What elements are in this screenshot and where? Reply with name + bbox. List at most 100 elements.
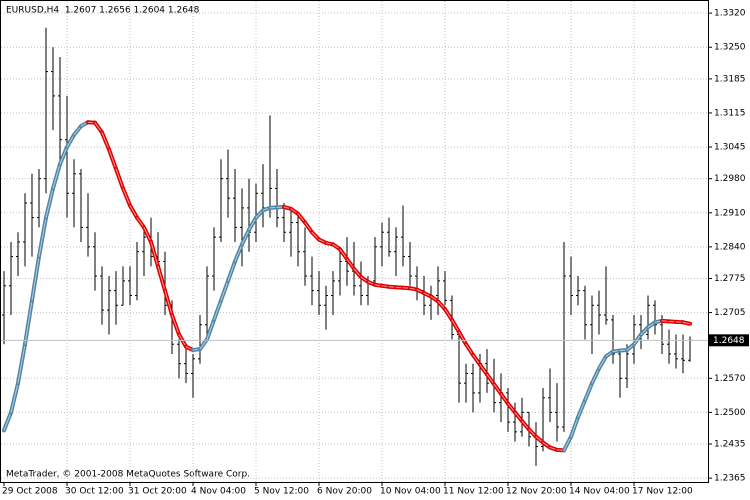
- indicator-inner: [59, 146, 68, 165]
- indicator-inner: [101, 131, 110, 150]
- indicator-segment: [163, 288, 174, 318]
- indicator-inner: [45, 187, 54, 219]
- indicator-inner: [17, 343, 26, 384]
- indicator-inner: [227, 260, 236, 282]
- indicator-inner: [584, 382, 593, 401]
- x-tick-label: 29 Oct 2008: [2, 487, 58, 497]
- indicator-segment: [240, 227, 251, 247]
- indicator-inner: [164, 290, 173, 316]
- indicator-inner: [570, 416, 579, 438]
- indicator-inner: [206, 319, 215, 340]
- indicator-segment: [2, 410, 13, 433]
- indicator-segment: [576, 398, 587, 420]
- indicator-segment: [114, 166, 125, 191]
- x-tick-label: 10 Nov 04:00: [380, 487, 441, 497]
- indicator-segment: [583, 381, 594, 403]
- indicator-segment: [128, 203, 139, 220]
- indicator-segment: [30, 254, 41, 303]
- plot-area: [0, 0, 709, 483]
- x-tick-label: 30 Oct 12:00: [65, 487, 124, 497]
- x-tick-label: 11 Nov 12:00: [443, 487, 504, 497]
- indicator-inner: [38, 217, 47, 258]
- indicator-segment: [16, 342, 27, 386]
- indicator-inner: [31, 256, 40, 301]
- indicator-segment: [58, 145, 69, 167]
- indicator-segment: [450, 317, 461, 335]
- y-tick-label: 1.2980: [714, 174, 746, 184]
- indicator-segment: [44, 186, 55, 220]
- indicator-inner: [234, 243, 243, 262]
- indicator-segment: [457, 330, 468, 347]
- y-tick-label: 1.3250: [714, 43, 746, 53]
- x-tick-label: 4 Nov 04:00: [191, 487, 246, 497]
- indicator-inner: [157, 265, 166, 292]
- indicator-segment: [23, 298, 34, 347]
- x-tick-label: 31 Oct 20:00: [128, 487, 187, 497]
- indicator-segment: [65, 132, 76, 150]
- indicator-inner: [10, 382, 19, 413]
- indicator-segment: [569, 415, 580, 439]
- indicator-segment: [142, 225, 153, 244]
- indicator-inner: [451, 319, 460, 333]
- indicator-inner: [129, 204, 138, 219]
- x-tick-label: 17 Nov 12:00: [632, 487, 693, 497]
- indicator-segment: [100, 130, 111, 152]
- indicator-segment: [226, 259, 237, 283]
- indicator-segment: [212, 298, 223, 322]
- y-tick-label: 1.2910: [714, 208, 746, 218]
- indicator-inner: [115, 168, 124, 189]
- last-price-box: [709, 334, 749, 347]
- indicator-inner: [171, 314, 180, 335]
- y-tick-label: 1.3320: [714, 9, 746, 19]
- indicator-inner: [248, 217, 257, 231]
- y-tick-label: 1.3115: [714, 108, 746, 118]
- indicator-segment: [681, 320, 692, 326]
- x-tick-label: 6 Nov 20:00: [317, 487, 372, 497]
- indicator-inner: [52, 163, 61, 189]
- x-tick-label: 5 Nov 12:00: [254, 487, 309, 497]
- indicator-segment: [219, 278, 230, 303]
- indicator-segment: [464, 342, 475, 357]
- chart-title: EURUSD,H4 1.2607 1.2656 1.2604 1.2648: [6, 6, 200, 16]
- indicator-segment: [597, 354, 608, 371]
- y-tick-label: 1.3045: [714, 143, 746, 153]
- indicator-inner: [66, 134, 75, 148]
- x-tick-label: 14 Nov 04:00: [569, 487, 630, 497]
- indicator-inner: [3, 411, 12, 431]
- indicator-inner: [444, 308, 453, 321]
- y-tick-label: 1.2705: [714, 308, 746, 318]
- indicator-segment: [170, 313, 181, 337]
- indicator-inner: [563, 436, 572, 451]
- indicator-inner: [682, 321, 691, 325]
- last-price-label: 1.2648: [713, 336, 745, 346]
- indicator-inner: [241, 229, 250, 245]
- y-tick-label: 1.2365: [714, 474, 746, 484]
- y-tick-label: 1.2500: [714, 408, 746, 418]
- indicator-inner: [108, 148, 117, 170]
- indicator-segment: [233, 242, 244, 264]
- y-tick-label: 1.2435: [714, 440, 746, 450]
- indicator-inner: [122, 187, 131, 206]
- indicator-segment: [562, 434, 573, 453]
- indicator-segment: [51, 162, 62, 191]
- indicator-segment: [9, 381, 20, 415]
- indicator-inner: [577, 399, 586, 418]
- indicator-segment: [443, 307, 454, 322]
- indicator-segment: [205, 317, 216, 342]
- indicator-inner: [591, 368, 600, 384]
- indicator-inner: [458, 331, 467, 345]
- copyright: MetaTrader, © 2001-2008 MetaQuotes Softw…: [6, 470, 250, 480]
- indicator-segment: [149, 239, 160, 269]
- indicator-segment: [107, 147, 118, 171]
- indicator-inner: [220, 280, 229, 301]
- indicator-inner: [150, 241, 159, 267]
- y-tick-label: 1.2775: [714, 274, 746, 284]
- y-tick-label: 1.3185: [714, 74, 746, 84]
- indicator-segment: [121, 186, 132, 208]
- indicator-segment: [590, 366, 601, 386]
- indicator-segment: [37, 215, 48, 259]
- indicator-inner: [598, 355, 607, 370]
- indicator-inner: [213, 299, 222, 321]
- indicator-segment: [247, 215, 258, 232]
